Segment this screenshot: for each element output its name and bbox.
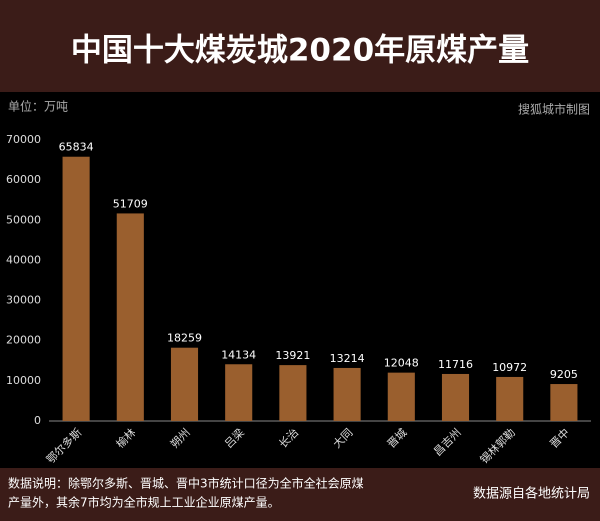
x-tick-label: 朔州 [168,426,193,451]
x-tick-label: 晋中 [547,426,572,451]
value-label: 14134 [221,348,256,361]
y-tick-label: 0 [34,414,41,427]
x-tick-label: 昌吉州 [431,426,464,459]
bar [550,384,578,421]
y-tick-label: 70000 [6,133,41,146]
x-tick-label: 吕梁 [221,425,246,450]
note-line: 产量外，其余7市均为全市规上工业企业原煤产量。 [8,495,280,510]
value-label: 51709 [113,197,148,210]
bar [116,213,144,421]
value-label: 13214 [330,352,365,365]
unit-label: 单位：万吨 [8,99,68,114]
bar [496,376,524,421]
x-tick-label: 长治 [276,425,301,450]
value-label: 10972 [492,361,527,374]
y-tick-label: 30000 [6,294,41,307]
bar [62,156,90,421]
bar [441,373,470,421]
bar [170,347,199,421]
value-label: 11716 [438,358,473,371]
y-tick-label: 40000 [6,253,41,266]
chart-title: 中国十大煤炭城2020年原煤产量 [71,33,529,69]
bar [225,364,253,421]
x-tick-label: 鄂尔多斯 [43,425,84,466]
value-label: 9205 [550,368,578,381]
value-label: 13921 [275,349,310,362]
value-label: 12048 [384,357,419,370]
credit: 搜狐城市制图 [518,102,590,117]
value-label: 18259 [167,332,202,345]
y-tick-label: 10000 [6,374,41,387]
x-tick-label: 锡林郭勒 [477,425,518,466]
value-label: 65834 [59,141,94,154]
footer-banner [0,468,600,521]
y-tick-label: 20000 [6,334,41,347]
bar [333,367,361,421]
title-banner [0,0,600,92]
x-tick-label: 榆林 [113,425,138,450]
y-tick-label: 60000 [6,173,41,186]
bar [387,372,415,421]
x-tick-label: 大同 [330,425,355,450]
note-line: 数据说明：除鄂尔多斯、晋城、晋中3市统计口径为全市全社会原煤 [8,476,364,491]
bar [279,365,307,421]
y-tick-label: 50000 [6,213,41,226]
source: 数据源自各地统计局 [473,486,590,502]
x-tick-label: 晋城 [385,426,410,451]
